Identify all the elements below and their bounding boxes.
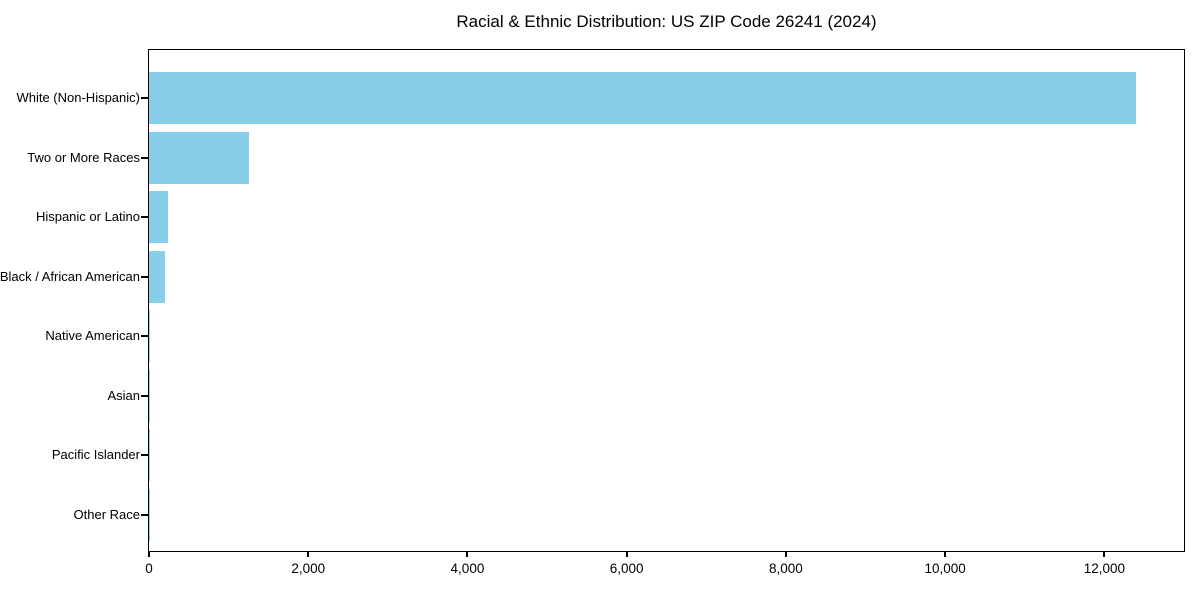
y-tick-label: Native American bbox=[45, 328, 140, 344]
x-tick-label: 2,000 bbox=[291, 561, 326, 576]
y-tick bbox=[141, 394, 148, 397]
x-tick-label: 0 bbox=[145, 561, 153, 576]
bar-two-or-more-races bbox=[149, 131, 249, 184]
x-tick-label: 12,000 bbox=[1083, 561, 1126, 576]
y-tick bbox=[141, 275, 148, 278]
x-tick-label: 4,000 bbox=[450, 561, 485, 576]
y-tick-label: Black / African American bbox=[0, 268, 140, 284]
y-tick bbox=[141, 97, 148, 99]
y-tick-label: Hispanic or Latino bbox=[35, 209, 140, 225]
bar-asian bbox=[149, 369, 150, 422]
x-tick bbox=[625, 551, 628, 557]
y-tick-label: Asian bbox=[107, 387, 140, 403]
x-tick bbox=[466, 551, 469, 557]
bar-black-african-american bbox=[149, 250, 165, 303]
chart-title: Racial & Ethnic Distribution: US ZIP Cod… bbox=[456, 12, 877, 31]
x-tick bbox=[307, 551, 310, 557]
y-tick bbox=[141, 156, 148, 159]
y-tick bbox=[141, 513, 148, 516]
y-tick bbox=[141, 454, 148, 457]
bar-white-non-hispanic bbox=[149, 72, 1137, 124]
x-tick-label: 8,000 bbox=[769, 561, 803, 576]
bar-hispanic-or-latino bbox=[149, 191, 168, 244]
x-tick bbox=[1103, 551, 1106, 557]
y-tick bbox=[141, 216, 148, 219]
x-tick bbox=[944, 551, 947, 557]
x-tick bbox=[148, 551, 150, 557]
y-tick-label: White (Non-Hispanic) bbox=[16, 90, 140, 105]
y-tick-label: Pacific Islander bbox=[51, 447, 140, 463]
y-tick bbox=[141, 335, 148, 338]
x-tick-label: 6,000 bbox=[609, 561, 644, 576]
x-tick bbox=[784, 551, 787, 557]
bar-native-american bbox=[149, 310, 151, 363]
y-tick-label: Other Race bbox=[73, 506, 140, 522]
y-tick-label: Two or More Races bbox=[27, 149, 140, 165]
plot-area: White (Non-Hispanic) Two or More Races His… bbox=[0, 49, 1185, 576]
x-tick-label: 10,000 bbox=[924, 561, 966, 576]
